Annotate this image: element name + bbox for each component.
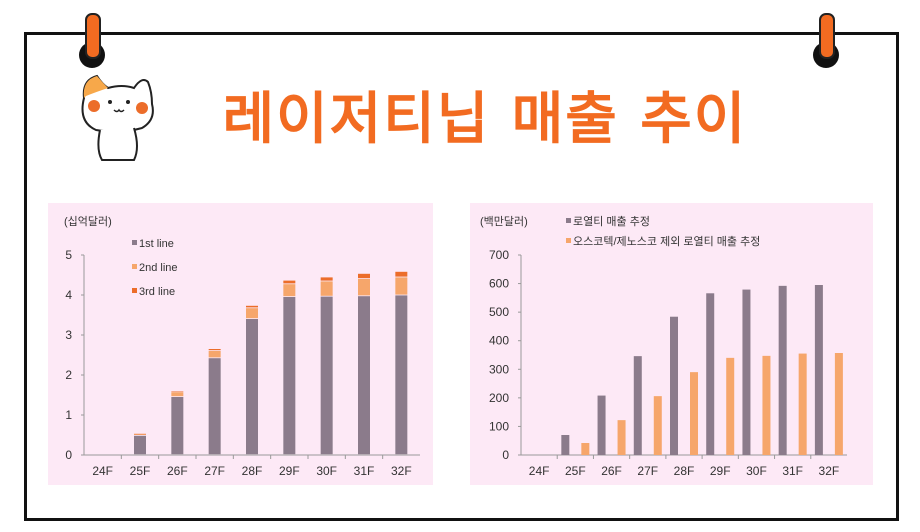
bar-series1-32F <box>834 353 843 455</box>
bar-series1-28F <box>690 372 698 455</box>
bar-2nd-line-27F <box>208 351 221 358</box>
x-tick-label: 31F <box>782 464 803 478</box>
bar-series1-27F <box>653 396 662 455</box>
x-tick-label: 26F <box>167 464 188 478</box>
x-tick-label: 32F <box>819 464 840 478</box>
pin-left-icon <box>85 13 101 59</box>
stacked-bar-chart: (십억달러) 0 1 2 3 4 5 24F 25F 26F 27F 28F 29F 30F 31F 32F 1… <box>64 215 420 478</box>
x-tick-label: 25F <box>565 464 586 478</box>
bar-series1-26F <box>617 420 626 455</box>
x-tick-label: 31F <box>354 464 375 478</box>
x-tick-label: 29F <box>710 464 731 478</box>
y-tick-label: 100 <box>489 419 509 433</box>
bar-2nd-line-28F <box>246 308 258 319</box>
x-tick-label: 25F <box>130 464 151 478</box>
y-tick-label: 0 <box>65 448 72 462</box>
x-tick-label: 27F <box>204 464 225 478</box>
y-tick-label: 500 <box>489 305 509 319</box>
x-tick-label: 24F <box>92 464 113 478</box>
bar-1st-line-31F <box>358 296 370 455</box>
pin-right-icon <box>819 13 835 59</box>
stacked-sales-chart-panel: (십억달러) 0 1 2 3 4 5 24F 25F 26F 27F 28F 29F 30F 31F 32F 1… <box>48 203 433 485</box>
cat-mascot-icon <box>81 74 154 161</box>
y-tick-label: 3 <box>65 328 72 342</box>
bar-2nd-line-29F <box>283 284 296 297</box>
bar-1st-line-29F <box>283 297 296 455</box>
bar-1st-line-25F <box>134 435 146 455</box>
legend-swatch <box>566 218 571 223</box>
bar-series0-30F <box>742 289 751 455</box>
y-tick-label: 2 <box>65 368 72 382</box>
unit-label: (십억달러) <box>64 215 112 228</box>
bar-series0-31F <box>778 285 787 455</box>
y-tick-label: 600 <box>489 277 509 291</box>
unit-label: (백만달러) <box>480 215 528 228</box>
y-tick-label: 5 <box>65 248 72 262</box>
bar-2nd-line-25F <box>134 434 146 435</box>
bar-3rd-line-30F <box>320 277 333 281</box>
bar-2nd-line-32F <box>395 277 408 295</box>
bar-1st-line-26F <box>171 397 184 455</box>
bar-3rd-line-25F <box>134 433 146 435</box>
x-tick-label: 28F <box>674 464 695 478</box>
bar-series1-25F <box>581 443 590 455</box>
grouped-bar-chart: (백만달러) 0 100 200 300 400 500 600 700 24F 25F 26F 27F… <box>480 215 847 478</box>
bar-1st-line-28F <box>246 319 258 455</box>
bar-series0-27F <box>633 356 642 455</box>
royalty-chart-panel: (백만달러) 0 100 200 300 400 500 600 700 24F 25F 26F 27F… <box>470 203 873 485</box>
legend-swatch <box>132 264 137 269</box>
bar-3rd-line-29F <box>283 280 296 284</box>
bar-series0-32F <box>814 285 823 455</box>
bar-3rd-line-28F <box>246 305 258 308</box>
bar-2nd-line-30F <box>320 281 333 296</box>
bar-series1-31F <box>798 353 807 455</box>
bar-3rd-line-26F <box>171 391 184 392</box>
y-tick-label: 300 <box>489 362 509 376</box>
bar-series1-30F <box>762 355 771 455</box>
legend-label: 3rd line <box>139 286 175 298</box>
x-tick-label: 29F <box>279 464 300 478</box>
y-tick-label: 200 <box>489 391 509 405</box>
bar-series0-26F <box>597 395 606 455</box>
legend-label: 1st line <box>139 238 174 250</box>
bar-1st-line-32F <box>395 295 408 455</box>
page-title: 레이저티닙 매출 추이 <box>222 87 748 152</box>
legend-swatch <box>566 238 571 243</box>
legend-label: 2nd line <box>139 262 178 274</box>
legend-swatch <box>132 288 137 293</box>
bar-3rd-line-32F <box>395 271 408 277</box>
legend-label: 오스코텍/제노스코 제외 로열티 매출 추정 <box>573 235 760 248</box>
y-tick-label: 1 <box>65 408 72 422</box>
x-tick-label: 30F <box>316 464 337 478</box>
bar-1st-line-27F <box>208 358 221 455</box>
y-tick-label: 400 <box>489 334 509 348</box>
legend-swatch <box>132 240 137 245</box>
bar-2nd-line-31F <box>358 279 370 296</box>
board-frame <box>24 32 899 521</box>
bar-2nd-line-26F <box>171 392 184 397</box>
x-tick-label: 32F <box>391 464 412 478</box>
legend-label: 로열티 매출 추정 <box>573 215 650 228</box>
bar-3rd-line-27F <box>208 349 221 351</box>
y-tick-label: 0 <box>502 448 509 462</box>
x-tick-label: 28F <box>242 464 263 478</box>
x-tick-label: 24F <box>529 464 550 478</box>
bar-1st-line-30F <box>320 296 333 455</box>
x-tick-label: 27F <box>637 464 658 478</box>
bar-series0-25F <box>561 435 570 455</box>
bar-series0-28F <box>670 316 678 455</box>
bar-series1-29F <box>726 357 735 455</box>
x-tick-label: 30F <box>746 464 767 478</box>
bar-3rd-line-31F <box>358 273 370 279</box>
x-tick-label: 26F <box>601 464 622 478</box>
bar-series0-29F <box>706 293 715 455</box>
y-tick-label: 700 <box>489 248 509 262</box>
y-tick-label: 4 <box>65 288 72 302</box>
